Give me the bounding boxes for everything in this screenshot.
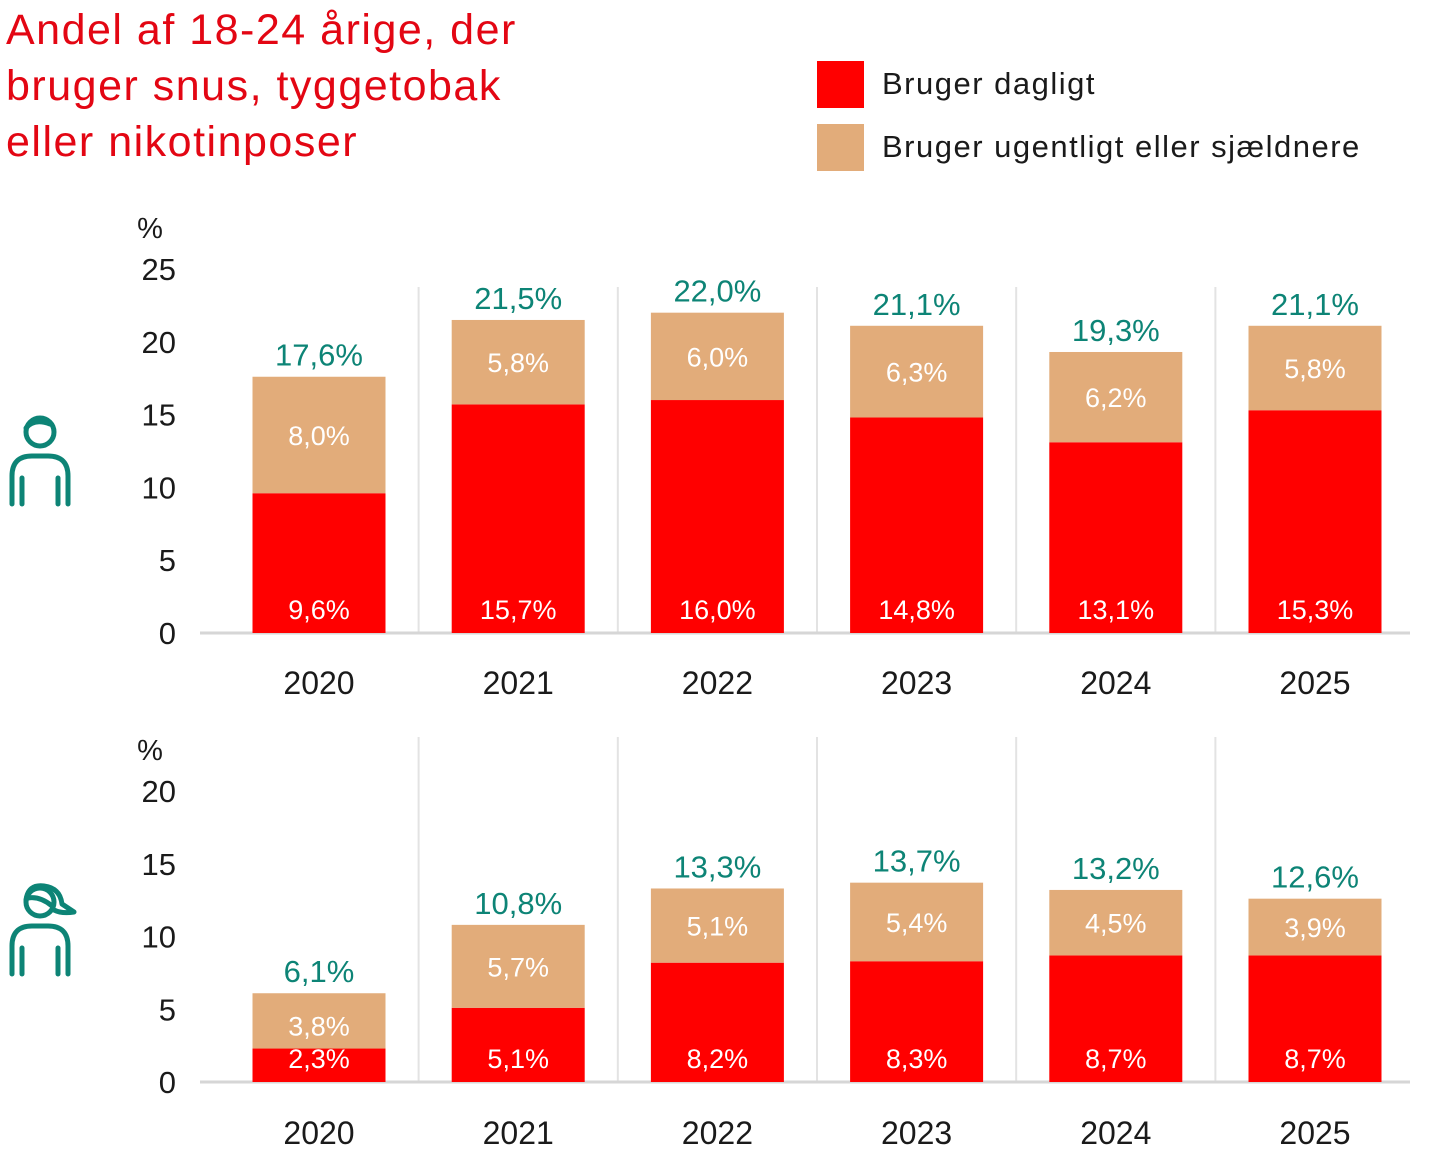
men-bar-daily bbox=[451, 404, 585, 633]
men-y-tick-label: 0 bbox=[159, 616, 176, 651]
women-y-tick-label: 20 bbox=[142, 774, 176, 809]
women-bar-daily bbox=[1248, 955, 1382, 1082]
men-total-label: 17,6% bbox=[275, 338, 363, 373]
legend-label-weekly: Bruger ugentligt eller sjældnere bbox=[882, 129, 1361, 164]
men-bar-weekly bbox=[252, 376, 386, 494]
chart-title-line-2: bruger snus, tyggetobak bbox=[6, 62, 502, 110]
men-bar-weekly bbox=[451, 319, 585, 405]
men-x-tick-label: 2025 bbox=[1279, 665, 1350, 701]
women-label-daily: 8,2% bbox=[687, 1044, 749, 1074]
men-label-daily: 15,7% bbox=[480, 595, 557, 625]
men-label-weekly: 6,0% bbox=[687, 342, 749, 372]
women-label-daily: 8,7% bbox=[1284, 1044, 1346, 1074]
women-label-weekly: 5,7% bbox=[487, 952, 549, 982]
men-label-daily: 13,1% bbox=[1078, 595, 1155, 625]
women-bar-weekly bbox=[850, 882, 984, 962]
men-label-weekly: 6,2% bbox=[1085, 383, 1147, 413]
legend-item-weekly: Bruger ugentligt eller sjældnere bbox=[817, 123, 1361, 171]
men-bar-daily bbox=[850, 417, 984, 633]
women-label-weekly: 5,4% bbox=[886, 908, 948, 938]
men-label-daily: 9,6% bbox=[288, 595, 350, 625]
women-x-tick-label: 2022 bbox=[682, 1115, 753, 1150]
women-total-label: 13,2% bbox=[1072, 851, 1160, 886]
women-total-label: 12,6% bbox=[1271, 860, 1359, 895]
men-bar-daily bbox=[252, 493, 386, 633]
women-x-tick-label: 2021 bbox=[483, 1115, 554, 1150]
women-bar-weekly bbox=[1248, 898, 1382, 956]
women-y-tick-label: 5 bbox=[159, 992, 176, 1027]
men-label-weekly: 6,3% bbox=[886, 358, 948, 388]
women-label-weekly: 4,5% bbox=[1085, 909, 1147, 939]
women-label-weekly: 5,1% bbox=[687, 912, 749, 942]
women-label-daily: 8,7% bbox=[1085, 1044, 1147, 1074]
women-x-tick-label: 2024 bbox=[1080, 1115, 1151, 1150]
men-x-tick-label: 2024 bbox=[1080, 665, 1151, 701]
men-bar-daily bbox=[1049, 442, 1183, 633]
women-y-unit-label: % bbox=[137, 735, 163, 767]
women-total-label: 13,7% bbox=[873, 844, 961, 879]
women-label-daily: 5,1% bbox=[487, 1044, 549, 1074]
legend-label-daily: Bruger dagligt bbox=[882, 66, 1097, 101]
chart-title: Andel af 18-24 årige, der bruger snus, t… bbox=[6, 2, 646, 170]
men-bar-weekly bbox=[1248, 325, 1382, 411]
women-bar-daily bbox=[451, 1007, 585, 1082]
men-x-tick-label: 2023 bbox=[881, 665, 952, 701]
men-y-tick-label: 10 bbox=[142, 470, 176, 505]
men-x-tick-label: 2020 bbox=[283, 665, 354, 701]
women-bar-daily bbox=[252, 1048, 386, 1082]
men-label-weekly: 5,8% bbox=[1284, 354, 1346, 384]
women-bar-daily bbox=[650, 962, 784, 1082]
men-total-label: 21,1% bbox=[1271, 287, 1359, 322]
men-label-daily: 14,8% bbox=[878, 595, 955, 625]
men-bar-daily bbox=[650, 400, 784, 633]
men-bar-daily bbox=[1248, 410, 1382, 633]
women-x-tick-label: 2020 bbox=[283, 1115, 354, 1150]
men-x-tick-label: 2022 bbox=[682, 665, 753, 701]
women-bar-daily bbox=[850, 961, 984, 1082]
women-x-tick-label: 2025 bbox=[1279, 1115, 1350, 1150]
men-y-tick-label: 15 bbox=[142, 398, 176, 433]
women-x-tick-label: 2023 bbox=[881, 1115, 952, 1150]
legend-swatch-weekly bbox=[817, 123, 864, 171]
men-total-label: 21,1% bbox=[873, 287, 961, 322]
man-icon bbox=[9, 415, 71, 507]
women-bar-weekly bbox=[1049, 889, 1183, 956]
men-x-tick-label: 2021 bbox=[483, 665, 554, 701]
women-label-daily: 8,3% bbox=[886, 1044, 948, 1074]
women-y-tick-label: 0 bbox=[159, 1065, 176, 1100]
women-y-tick-label: 10 bbox=[142, 920, 176, 955]
women-total-label: 6,1% bbox=[284, 954, 355, 989]
women-total-label: 10,8% bbox=[474, 886, 562, 921]
women-bar-weekly bbox=[650, 888, 784, 963]
legend-item-daily: Bruger dagligt bbox=[817, 60, 1096, 108]
chart-title-line-3: eller nikotinposer bbox=[6, 118, 359, 166]
men-total-label: 19,3% bbox=[1072, 313, 1160, 348]
women-label-weekly: 3,8% bbox=[288, 1012, 350, 1042]
men-y-unit-label: % bbox=[137, 213, 163, 245]
men-total-label: 22,0% bbox=[673, 274, 761, 309]
women-label-weekly: 3,9% bbox=[1284, 913, 1346, 943]
women-bar-daily bbox=[1049, 955, 1183, 1082]
men-label-daily: 16,0% bbox=[679, 595, 756, 625]
men-bar-weekly bbox=[1049, 351, 1183, 443]
men-y-tick-label: 20 bbox=[142, 325, 176, 360]
men-bar-weekly bbox=[850, 325, 984, 418]
men-bar-weekly bbox=[650, 312, 784, 401]
legend-swatch-daily bbox=[817, 60, 864, 108]
men-y-tick-label: 25 bbox=[142, 252, 176, 287]
women-total-label: 13,3% bbox=[673, 849, 761, 884]
women-label-daily: 2,3% bbox=[288, 1044, 350, 1074]
women-bar-weekly bbox=[451, 924, 585, 1008]
woman-icon bbox=[9, 883, 77, 977]
men-total-label: 21,5% bbox=[474, 281, 562, 316]
chart-title-line-1: Andel af 18-24 årige, der bbox=[6, 6, 517, 54]
women-y-tick-label: 15 bbox=[142, 847, 176, 882]
men-label-weekly: 8,0% bbox=[288, 421, 350, 451]
women-bar-weekly bbox=[252, 993, 386, 1049]
men-label-daily: 15,3% bbox=[1277, 595, 1354, 625]
men-label-weekly: 5,8% bbox=[487, 348, 549, 378]
men-y-tick-label: 5 bbox=[159, 543, 176, 578]
